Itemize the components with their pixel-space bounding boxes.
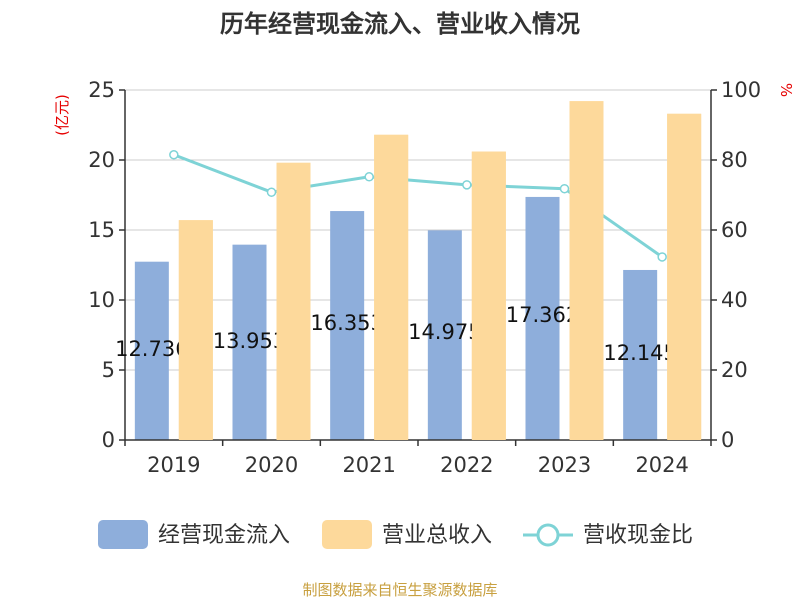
legend-label-ratio: 营收现金比 [583, 523, 693, 548]
legend-label-revenue: 营业总收入 [382, 523, 492, 548]
x-tick-label: 2024 [635, 453, 688, 477]
y-right-tick-label: 40 [721, 288, 748, 312]
ratio-point-2020 [266, 187, 277, 197]
bar-cash-inflow-2022 [427, 230, 462, 440]
data-label-cash-inflow-2023: 17.362 [506, 303, 579, 327]
y-right-unit: % [777, 83, 795, 97]
y-right-tick-label: 20 [721, 358, 748, 382]
data-label-cash-inflow-2021: 16.353 [310, 311, 383, 335]
x-tick-label: 2019 [147, 453, 200, 477]
bar-cash-inflow-2021 [330, 211, 365, 440]
ratio-point-2024 [657, 252, 667, 262]
y-left-tick-label: 20 [88, 148, 115, 172]
x-tick-label: 2020 [245, 453, 298, 477]
y-left-tick-label: 15 [88, 218, 115, 242]
legend-swatch-cash-inflow [98, 520, 148, 549]
y-right-tick-label: 60 [721, 218, 748, 242]
bar-cash-inflow-2019 [134, 261, 169, 440]
ratio-point-2021 [364, 172, 374, 182]
y-right-tick-label: 0 [721, 428, 734, 452]
y-right-tick-label: 100 [721, 78, 761, 102]
bar-revenue-overlay-2023 [569, 101, 604, 440]
y-left-tick-label: 10 [88, 288, 115, 312]
y-left-tick-label: 25 [88, 78, 115, 102]
ratio-point-2022 [462, 180, 472, 190]
y-left-tick-label: 0 [102, 428, 115, 452]
bar-cash-inflow-2023 [525, 196, 560, 440]
legend-swatch-ratio-marker [536, 523, 560, 547]
source-note: 制图数据来自恒生聚源数据库 [302, 581, 497, 599]
y-right-tick-label: 80 [721, 148, 748, 172]
bars [134, 101, 702, 441]
legend-swatch-revenue [322, 520, 372, 549]
data-label-cash-inflow-2024: 12.145 [603, 341, 676, 365]
ratio-point-2023 [559, 183, 570, 194]
gridlines [125, 89, 711, 371]
bar-revenue-overlay-2021 [374, 134, 409, 441]
y-left-tick-label: 5 [102, 358, 115, 382]
bar-revenue-overlay-2024 [667, 113, 702, 441]
legend: 经营现金流入 营业总收入 营收现金比 [98, 520, 693, 549]
data-label-cash-inflow-2019: 12.736 [115, 337, 188, 361]
data-label-cash-inflow-2022: 14.975 [408, 320, 481, 344]
y-left-unit: (亿元) [53, 94, 71, 136]
x-tick-label: 2021 [342, 453, 395, 477]
data-labels: 12.736 13.953 16.353 14.975 17.362 12.145 [115, 101, 702, 441]
bar-revenue-overlay-2020 [276, 162, 311, 441]
bar-cash-inflow-2020 [232, 244, 267, 440]
bar-revenue-overlay-2022 [471, 151, 506, 440]
chart-title: 历年经营现金流入、营业收入情况 [220, 10, 580, 38]
bar-revenue-overlay-2019 [178, 220, 213, 440]
bar-cash-inflow-2024 [623, 269, 658, 440]
ratio-point-2019 [169, 150, 179, 160]
x-tick-label: 2023 [538, 453, 591, 477]
x-tick-label: 2022 [440, 453, 493, 477]
legend-label-cash-inflow: 经营现金流入 [158, 523, 290, 548]
data-label-cash-inflow-2020: 13.953 [213, 329, 286, 353]
axes: 0 5 10 15 20 25 0 20 40 60 80 100 2019 2020 2021 2022 20… [88, 78, 761, 477]
